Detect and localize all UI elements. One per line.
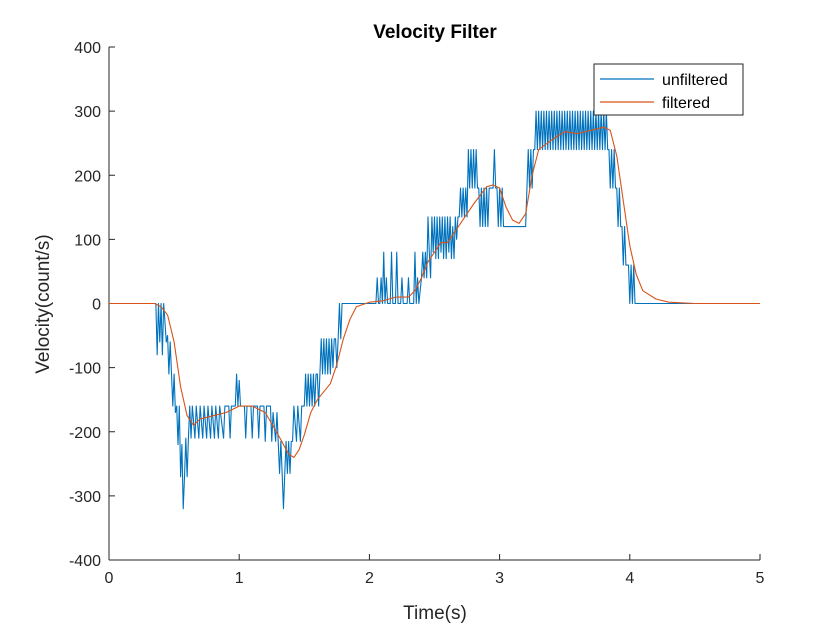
x-axis-title: Time(s)	[403, 603, 467, 624]
x-tick-label-0: 0	[105, 570, 114, 587]
y-tick-label--100: -100	[69, 361, 101, 378]
y-tick-label--400: -400	[69, 553, 101, 570]
plot-area: 0 1 2 3 4 5 -400 -300 -200 -100 0 100 200 300 400	[69, 40, 765, 587]
chart-title: Velocity Filter	[373, 22, 497, 43]
y-tick-label--300: -300	[69, 489, 101, 506]
x-tick-label-1: 1	[235, 570, 244, 587]
legend-box	[593, 63, 744, 116]
legend: unfiltered filtered	[593, 63, 744, 116]
y-tick-label-300: 300	[74, 104, 101, 121]
series-line-unfiltered	[109, 110, 760, 510]
x-tick-label-5: 5	[756, 570, 765, 587]
legend-label-unfiltered: unfiltered	[662, 72, 728, 89]
y-tick-label--200: -200	[69, 425, 101, 442]
y-tick-label-100: 100	[74, 232, 101, 249]
y-tick-label-0: 0	[92, 297, 101, 314]
y-tick-label-400: 400	[74, 40, 101, 57]
x-tick-label-2: 2	[365, 570, 374, 587]
x-tick-label-4: 4	[625, 570, 634, 587]
y-axis-title: Velocity(count/s)	[33, 234, 54, 373]
y-tick-label-200: 200	[74, 168, 101, 185]
legend-label-filtered: filtered	[662, 95, 710, 112]
series-line-filtered	[109, 126, 760, 458]
x-tick-label-3: 3	[495, 570, 504, 587]
